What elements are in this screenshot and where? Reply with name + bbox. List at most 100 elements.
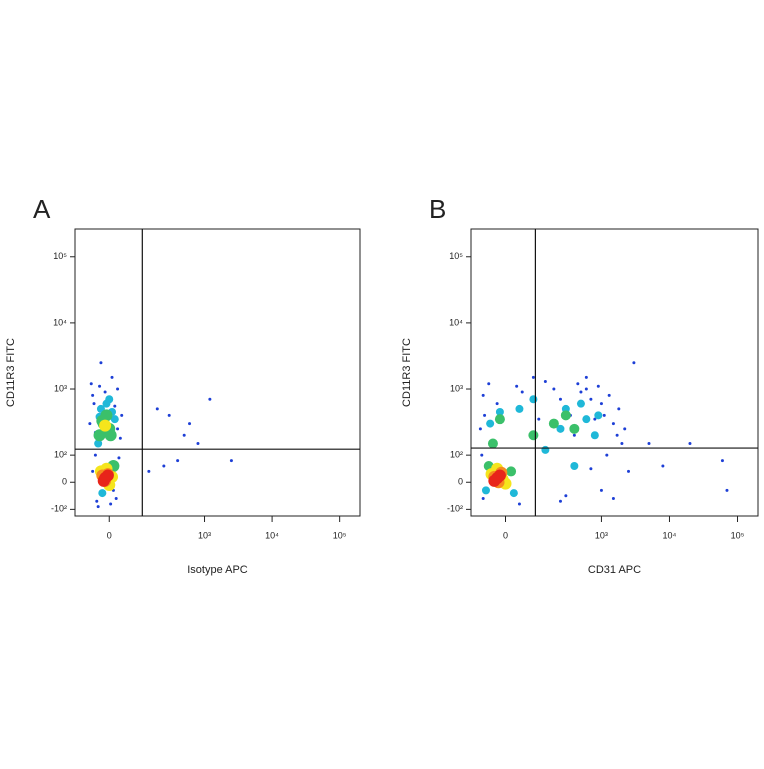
event-dot <box>99 419 112 432</box>
event-dot <box>589 467 593 471</box>
event-dot <box>481 393 485 397</box>
event-dot <box>627 469 631 473</box>
event-dot <box>647 441 651 445</box>
event-dot <box>531 375 535 379</box>
event-dot <box>509 489 518 498</box>
event-dot <box>147 469 151 473</box>
x-tick-label: 10³ <box>595 530 608 540</box>
event-dot <box>720 459 724 463</box>
event-dot <box>89 382 93 386</box>
event-dot <box>98 384 102 388</box>
event-dot <box>117 456 121 460</box>
points <box>88 361 233 509</box>
event-dot <box>589 397 593 401</box>
event-dot <box>481 486 490 495</box>
event-dot <box>162 464 166 468</box>
event-dot <box>617 407 621 411</box>
event-dot <box>590 431 599 440</box>
event-dot <box>91 469 95 473</box>
event-dot <box>95 499 99 503</box>
event-dot <box>607 393 611 397</box>
event-dot <box>584 387 588 391</box>
event-dot <box>569 423 580 434</box>
event-dot <box>116 387 120 391</box>
y-tick-label: 10⁴ <box>449 317 463 327</box>
event-dot <box>528 430 539 441</box>
event-dot <box>110 375 114 379</box>
panel-label: A <box>33 194 51 224</box>
event-dot <box>88 422 92 426</box>
event-dot <box>116 427 120 431</box>
x-tick-label: 0 <box>503 530 508 540</box>
event-dot <box>94 439 103 448</box>
y-tick-label: 0 <box>458 477 463 487</box>
event-dot <box>611 497 615 501</box>
event-dot <box>506 466 517 477</box>
event-dot <box>599 402 603 406</box>
event-dot <box>611 422 615 426</box>
event-dot <box>593 417 597 421</box>
event-dot <box>529 395 538 404</box>
x-tick-label: 10³ <box>198 530 211 540</box>
x-axis-label: CD31 APC <box>588 564 641 576</box>
event-dot <box>661 464 665 468</box>
event-dot <box>594 411 603 420</box>
y-tick-label: -10² <box>51 504 67 514</box>
event-dot <box>558 499 562 503</box>
y-tick-label: 10² <box>450 450 463 460</box>
event-dot <box>596 384 600 388</box>
event-dot <box>602 413 606 417</box>
x-tick-label: 10⁴ <box>265 530 279 540</box>
panel: B CD31 APC CD11R3 FITC -10² 0 10² 10³ 10⁴ 10⁵ 0 10… <box>401 194 759 576</box>
panel: A Isotype APC CD11R3 FITC -10² 0 10² 10³ 10⁴ 10⁵… <box>5 194 361 576</box>
event-dot <box>576 382 580 386</box>
event-dot <box>495 402 499 406</box>
y-tick-label: 10⁵ <box>53 251 67 261</box>
event-dot <box>584 375 588 379</box>
event-dot <box>102 399 111 408</box>
event-dot <box>576 399 585 408</box>
y-tick-label: 10² <box>54 450 67 460</box>
event-dot <box>623 427 627 431</box>
event-dot <box>605 453 609 457</box>
y-tick-label: -10² <box>447 504 463 514</box>
event-dot <box>537 417 541 421</box>
event-dot <box>120 413 124 417</box>
event-dot <box>98 489 107 498</box>
y-tick-label: 10³ <box>54 383 67 393</box>
event-dot <box>552 387 556 391</box>
points <box>478 361 729 506</box>
event-dot <box>487 438 498 449</box>
event-dot <box>99 361 103 365</box>
event-dot <box>97 474 110 487</box>
event-dot <box>188 422 192 426</box>
event-dot <box>109 502 113 506</box>
event-dot <box>113 404 117 408</box>
event-dot <box>599 488 603 492</box>
event-dot <box>495 407 504 416</box>
event-dot <box>615 433 619 437</box>
y-tick-label: 10³ <box>450 383 463 393</box>
event-dot <box>543 379 547 383</box>
event-dot <box>483 413 487 417</box>
event-dot <box>582 415 591 424</box>
event-dot <box>196 441 200 445</box>
event-dot <box>93 429 106 442</box>
event-dot <box>176 459 180 463</box>
event-dot <box>110 415 119 424</box>
event-dot <box>478 427 482 431</box>
event-dot <box>541 445 550 454</box>
event-dot <box>570 461 579 470</box>
event-dot <box>208 397 212 401</box>
event-dot <box>93 453 97 457</box>
x-tick-label: 0 <box>107 530 112 540</box>
event-dot <box>104 429 117 442</box>
x-tick-label: 10⁵ <box>333 530 347 540</box>
event-dot <box>96 505 100 509</box>
x-axis-label: Isotype APC <box>187 564 248 576</box>
event-dot <box>556 424 565 433</box>
event-dot <box>515 404 524 413</box>
event-dot <box>620 441 624 445</box>
event-dot <box>548 418 559 429</box>
